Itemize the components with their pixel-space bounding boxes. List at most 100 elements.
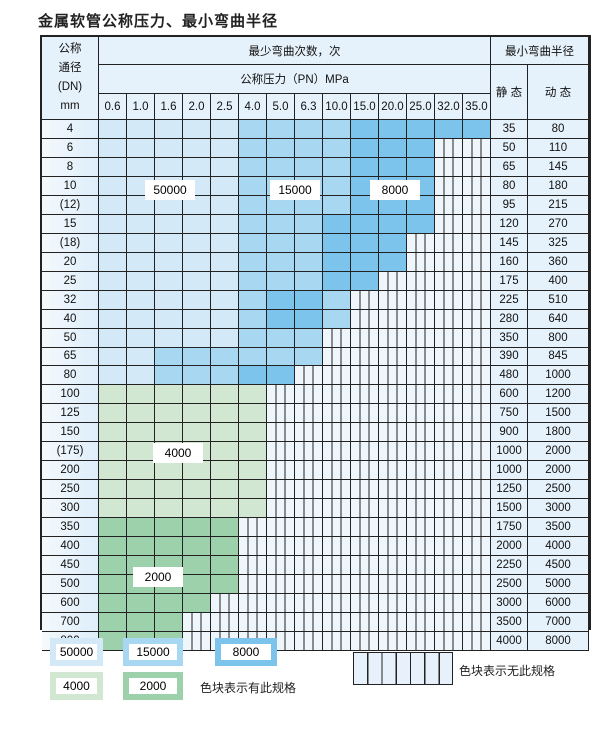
pressure-cell: [435, 575, 463, 594]
pressure-cell: [407, 252, 435, 272]
pressure-cell: [127, 195, 155, 215]
pressure-cell: [239, 612, 267, 632]
pressure-cell: [435, 461, 463, 481]
pressure-cell: [463, 404, 491, 424]
pressure-cell: [183, 366, 211, 386]
pressure-cell: [211, 138, 239, 158]
pressure-cell: [155, 157, 183, 177]
legend-no-spec-text: 色块表示无此规格: [459, 664, 556, 678]
pressure-cell: [211, 309, 239, 329]
pressure-cell: [379, 594, 407, 613]
dn-cell: 25: [42, 271, 99, 291]
pressure-cell: [127, 157, 155, 177]
pressure-cell: [99, 612, 127, 632]
pressure-cell: [435, 631, 463, 651]
pressure-cell: [267, 138, 295, 158]
pressure-cell: [183, 556, 211, 576]
pressure-col-header: 15.0: [351, 94, 379, 120]
pressure-cell: [127, 347, 155, 367]
pressure-cell: [351, 537, 379, 557]
pressure-cell: [183, 290, 211, 310]
pressure-cell: [323, 442, 351, 462]
pressure-cell: [463, 233, 491, 253]
pressure-cell: [239, 385, 267, 405]
pressure-cell: [211, 347, 239, 367]
dn-cell: 150: [42, 423, 99, 443]
pressure-cell: [435, 499, 463, 519]
pressure-cell: [463, 423, 491, 443]
pressure-cell: [295, 271, 323, 291]
pressure-cell: [407, 631, 435, 651]
pressure-cell: [155, 309, 183, 329]
pressure-cell: [351, 120, 379, 139]
pressure-cell: [155, 423, 183, 443]
pressure-cell: [323, 594, 351, 613]
pressure-cell: [239, 347, 267, 367]
static-radius-cell: 120: [491, 214, 528, 234]
pressure-cell: [435, 176, 463, 196]
pressure-cell: [183, 195, 211, 215]
pressure-cell: [155, 290, 183, 310]
pressure-cell: [351, 612, 379, 632]
pressure-cell: [267, 404, 295, 424]
pressure-cell: [407, 233, 435, 253]
pressure-cell: [463, 290, 491, 310]
pressure-cell: [379, 423, 407, 443]
static-radius-cell: 145: [491, 233, 528, 253]
pressure-cell: [351, 594, 379, 613]
pressure-cell: [239, 290, 267, 310]
dn-cell: 600: [42, 594, 99, 613]
pressure-cell: [323, 328, 351, 348]
pressure-cell: [183, 138, 211, 158]
pressure-cell: [211, 442, 239, 462]
pressure-cell: [127, 499, 155, 519]
dynamic-header: 动 态: [528, 65, 589, 120]
pressure-cell: [99, 594, 127, 613]
pressure-cell: [295, 120, 323, 139]
pressure-cell: [379, 271, 407, 291]
dn-cell: 80: [42, 366, 99, 386]
pressure-cell: [407, 195, 435, 215]
pressure-col-header: 25.0: [407, 94, 435, 120]
pressure-cell: [351, 347, 379, 367]
pressure-cell: [239, 556, 267, 576]
pressure-cell: [267, 214, 295, 234]
pressure-cell: [267, 537, 295, 557]
pressure-cell: [463, 195, 491, 215]
pressure-cell: [351, 461, 379, 481]
pressure-cell: [407, 442, 435, 462]
dynamic-radius-cell: 800: [528, 328, 589, 348]
pressure-cell: [239, 442, 267, 462]
pressure-cell: [267, 480, 295, 500]
pressure-cell: [435, 442, 463, 462]
pressure-cell: [127, 612, 155, 632]
dn-cell: 40: [42, 309, 99, 329]
pressure-cell: [323, 480, 351, 500]
dynamic-radius-cell: 400: [528, 271, 589, 291]
pressure-cell: [323, 309, 351, 329]
legend-15000: 15000: [123, 638, 183, 666]
dn-cell: 450: [42, 556, 99, 576]
pressure-cell: [239, 120, 267, 139]
pressure-cell: [183, 309, 211, 329]
pressure-cell: [267, 612, 295, 632]
static-radius-cell: 175: [491, 271, 528, 291]
pressure-cell: [407, 518, 435, 538]
pressure-cell: [183, 537, 211, 557]
pressure-cell: [267, 461, 295, 481]
pressure-cell: [155, 195, 183, 215]
pressure-cell: [267, 499, 295, 519]
pressure-cell: [99, 252, 127, 272]
dynamic-radius-cell: 2000: [528, 461, 589, 481]
pressure-cell: [267, 271, 295, 291]
pressure-cell: [463, 461, 491, 481]
static-radius-cell: 3500: [491, 612, 528, 632]
pressure-cell: [183, 328, 211, 348]
pressure-cell: [267, 556, 295, 576]
pressure-cell: [323, 461, 351, 481]
pressure-cell: [211, 366, 239, 386]
pressure-cell: [463, 309, 491, 329]
dynamic-radius-cell: 640: [528, 309, 589, 329]
pressure-cell: [155, 518, 183, 538]
pressure-cell: [99, 214, 127, 234]
